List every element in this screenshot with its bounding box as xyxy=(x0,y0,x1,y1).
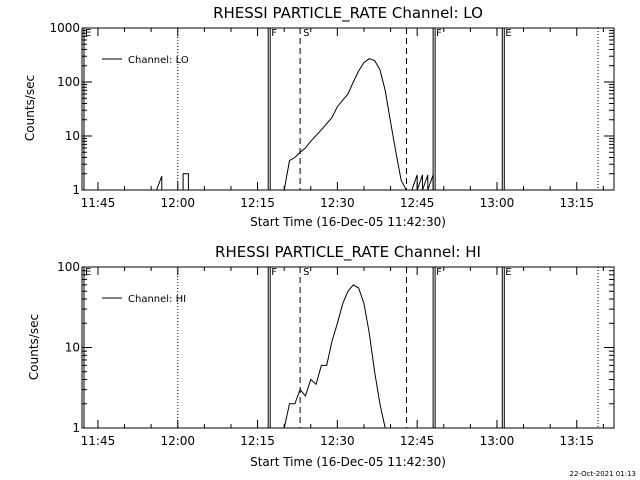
panel-hi-series-line xyxy=(283,284,386,429)
panel-lo-xtick-label: 13:15 xyxy=(559,196,594,210)
panel-lo-ytick-label: 1000 xyxy=(49,21,80,35)
panel-lo-marker-label: E xyxy=(505,28,511,39)
panel-hi-marker-label: F xyxy=(436,267,442,278)
panel-lo-title: RHESSI PARTICLE_RATE Channel: LO xyxy=(213,4,483,23)
panel-hi-xlabel: Start Time (16-Dec-05 11:42:30) xyxy=(250,455,446,469)
panel-hi-legend-label: Channel: HI xyxy=(128,294,186,305)
panel-lo-legend-label: Channel: LO xyxy=(128,55,189,66)
panel-hi: RHESSI PARTICLE_RATE Channel: HI Start T… xyxy=(27,243,615,469)
panel-hi-marker-label: F xyxy=(271,267,277,278)
panel-hi-marker-label: E xyxy=(85,267,91,278)
panel-lo-xtick-label: 13:00 xyxy=(480,196,515,210)
panel-lo-marker-label: S xyxy=(303,28,309,39)
panel-lo-ytick-label: 1 xyxy=(72,183,80,197)
panel-lo-ytick-label: 10 xyxy=(65,129,80,143)
panel-hi-xtick-label: 12:30 xyxy=(320,434,355,448)
panel-lo-xtick-label: 11:45 xyxy=(81,196,116,210)
panel-hi-xtick-label: 12:45 xyxy=(400,434,435,448)
panel-lo-xlabel: Start Time (16-Dec-05 11:42:30) xyxy=(250,215,446,229)
panel-hi-marker-label: S xyxy=(303,267,309,278)
panel-hi-xtick-label: 13:00 xyxy=(480,434,515,448)
panel-hi-xtick-label: 11:45 xyxy=(81,434,116,448)
panel-lo: RHESSI PARTICLE_RATE Channel: LO Start T… xyxy=(23,4,615,229)
panel-hi-xtick-label: 12:15 xyxy=(240,434,275,448)
panel-hi-title: RHESSI PARTICLE_RATE Channel: HI xyxy=(215,243,481,262)
panel-lo-xtick-label: 12:30 xyxy=(320,196,355,210)
panel-lo-ytick-label: 100 xyxy=(57,75,80,89)
panel-hi-ytick-label: 1 xyxy=(72,421,80,435)
panel-lo-xtick-label: 12:15 xyxy=(240,196,275,210)
timestamp: 22-Oct-2021 01:13 xyxy=(570,470,636,478)
panel-lo-marker-label: F xyxy=(271,28,277,39)
panel-hi-marker-label: E xyxy=(505,267,511,278)
panel-hi-ytick-label: 10 xyxy=(65,341,80,355)
panel-hi-xtick-label: 12:00 xyxy=(160,434,195,448)
panel-lo-marker-label: E xyxy=(85,28,91,39)
panel-lo-ylabel: Counts/sec xyxy=(23,75,37,141)
panel-lo-xtick-label: 12:45 xyxy=(400,196,435,210)
panel-hi-xtick-label: 13:15 xyxy=(559,434,594,448)
panel-lo-marker-label: F xyxy=(436,28,442,39)
panel-lo-xtick-label: 12:00 xyxy=(160,196,195,210)
panel-lo-frame xyxy=(81,27,615,191)
panel-hi-ytick-label: 100 xyxy=(57,260,80,274)
panel-lo-series-line xyxy=(82,58,614,191)
panel-hi-ylabel: Counts/sec xyxy=(27,314,41,380)
